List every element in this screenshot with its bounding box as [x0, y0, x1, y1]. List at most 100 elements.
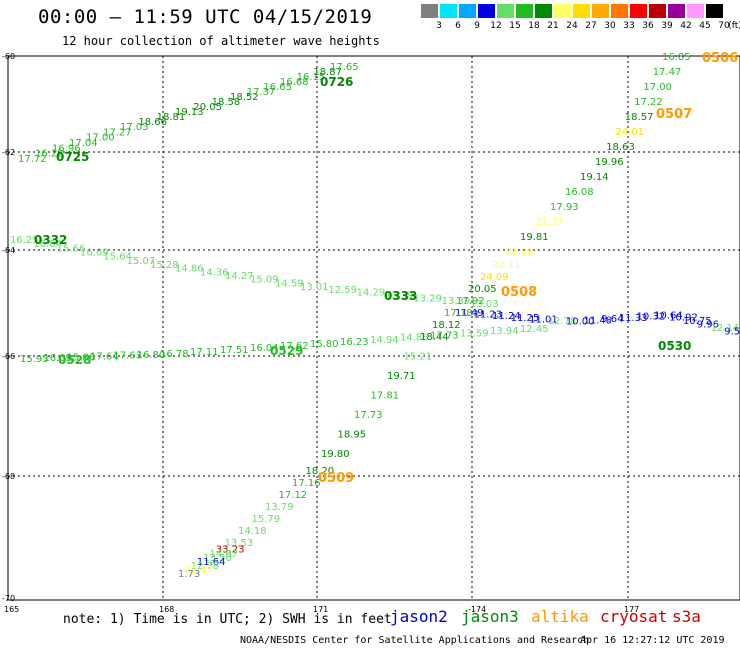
- swh-value: 16.80: [137, 350, 166, 361]
- timestamp-text: Apr 16 12:27:12 UTC 2019: [580, 635, 725, 646]
- swh-value: 16.09: [80, 248, 109, 259]
- legend-swatch: [630, 4, 647, 18]
- swh-value: 13.39: [442, 296, 471, 307]
- legend-swatch: [649, 4, 666, 18]
- swh-value: 24.01: [616, 127, 645, 138]
- legend-value: 18: [528, 21, 540, 31]
- swh-value: 21.26: [505, 247, 534, 258]
- page-subtitle: 12 hour collection of altimeter wave hei…: [62, 34, 380, 48]
- lat-label: -62: [2, 148, 15, 157]
- swh-value: 17.92: [456, 296, 485, 307]
- lat-label: -66: [2, 352, 15, 361]
- swh-value: 17.27: [103, 127, 132, 138]
- swh-value: 17.16: [292, 478, 321, 489]
- track-time-label: 0332: [34, 233, 67, 247]
- swh-value: 19.81: [520, 232, 549, 243]
- swh-value: 16.15: [297, 72, 326, 83]
- swh-value: 20.05: [468, 284, 497, 295]
- swh-value: 12.59: [328, 285, 357, 296]
- swh-value: 17.93: [550, 202, 579, 213]
- swh-value: 13.59: [460, 328, 489, 339]
- swh-value: 12.78: [191, 561, 220, 572]
- swh-value: 18.81: [157, 112, 186, 123]
- swh-value: 13.01: [300, 282, 329, 293]
- swh-value: 15.93: [20, 354, 49, 365]
- swh-value: 17.63: [113, 351, 142, 362]
- swh-value: 17.11: [190, 347, 219, 358]
- swh-value: 17.81: [371, 391, 400, 402]
- swh-value: 9.64: [601, 314, 623, 325]
- swh-value: 17.37: [247, 87, 276, 98]
- track-time-label: 0506: [702, 51, 738, 66]
- swh-value: 13.79: [265, 502, 294, 513]
- legend-value: 24: [566, 21, 578, 31]
- lon-label: -174: [468, 605, 486, 614]
- track-time-label: 0530: [658, 339, 691, 353]
- swh-value: 19.80: [321, 449, 350, 460]
- swh-value: 18.58: [212, 97, 241, 108]
- swh-value: 14.59: [275, 278, 304, 289]
- swh-value: 10.92: [669, 312, 698, 323]
- legend-swatch: [611, 4, 628, 18]
- swh-value: 16.09: [43, 353, 72, 364]
- satellite-cryosat: cryosat: [600, 607, 668, 626]
- lat-label: -64: [2, 246, 15, 255]
- swh-value: 13.03: [470, 299, 499, 310]
- legend-swatch: [687, 4, 704, 18]
- swh-value: 10.00: [566, 317, 595, 328]
- swh-value: 12.78: [548, 316, 577, 327]
- swh-value: 10.4: [738, 330, 740, 341]
- swh-value: 18.52: [230, 92, 259, 103]
- swh-value: 16.08: [565, 187, 594, 198]
- swh-value: 18.12: [432, 320, 461, 331]
- swh-value: 13.53: [225, 538, 254, 549]
- swh-value: 21.47: [184, 565, 213, 576]
- swh-value: 11.64: [197, 557, 226, 568]
- legend-swatch: [421, 4, 438, 18]
- legend-swatch: [440, 4, 457, 18]
- track-time-label: 0333: [384, 289, 417, 303]
- swh-value: 18.66: [138, 117, 167, 128]
- track-time-label: 0507: [656, 107, 692, 122]
- swh-value: 18.57: [625, 112, 654, 123]
- legend-swatch: [706, 4, 723, 18]
- lat-label: -68: [2, 472, 15, 481]
- swh-value: 17.03: [120, 122, 149, 133]
- swh-value: 16.65: [263, 82, 292, 93]
- legend-swatch: [573, 4, 590, 18]
- legend-value: 15: [509, 21, 521, 31]
- swh-value: 10.64: [654, 310, 683, 321]
- page-title: 00:00 – 11:59 UTC 04/15/2019: [38, 6, 373, 28]
- satellite-altika: altika: [531, 607, 589, 626]
- swh-value: 14.86: [175, 264, 204, 275]
- swh-value: 15.21: [404, 352, 433, 363]
- swh-value: 16.04: [250, 343, 279, 354]
- swh-value: 13.39: [385, 291, 414, 302]
- swh-value: 10.75: [683, 316, 712, 327]
- swh-value: 16.96: [52, 143, 81, 154]
- track-time-label: 0725: [56, 150, 89, 164]
- swh-value: 17.00: [86, 133, 115, 144]
- swh-value: 19.96: [595, 157, 624, 168]
- lon-label: 168: [159, 605, 174, 614]
- legend-value: 36: [642, 21, 654, 31]
- swh-value: 15.79: [252, 514, 281, 525]
- swh-value: 18.44: [420, 332, 449, 343]
- swh-value: 21.17: [535, 217, 564, 228]
- track-time-label: 0726: [320, 75, 353, 89]
- legend-swatch: [497, 4, 514, 18]
- track-time-label: 0529: [270, 344, 303, 358]
- legend-value: 9: [474, 21, 480, 31]
- swh-value: 20.05: [193, 102, 222, 113]
- lat-label: -70: [2, 594, 15, 603]
- swh-value: 16.22: [35, 149, 64, 160]
- legend-value: 30: [604, 21, 616, 31]
- swh-value: 16.23: [340, 337, 369, 348]
- swh-value: 17.62: [280, 341, 309, 352]
- track-time-label: 0508: [501, 285, 537, 300]
- track-time-label: 0528: [58, 353, 91, 367]
- legend-value: 12: [490, 21, 502, 31]
- swh-value: 22.11: [492, 260, 521, 271]
- swh-value: 1.73: [178, 569, 200, 580]
- swh-value: 14.86: [400, 333, 429, 344]
